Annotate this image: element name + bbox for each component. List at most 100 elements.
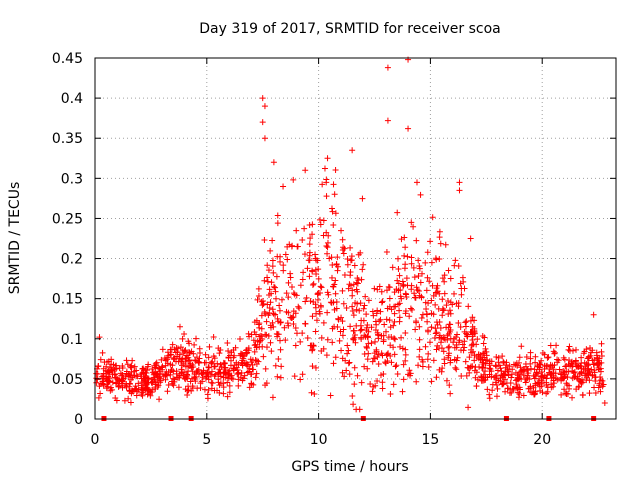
data-point: [515, 394, 522, 401]
data-point: [317, 221, 324, 228]
data-point: [226, 389, 233, 396]
data-point: [551, 350, 558, 357]
data-point: [306, 257, 313, 264]
data-point: [274, 253, 281, 260]
data-point: [591, 384, 598, 391]
data-point: [265, 267, 272, 274]
data-point: [307, 235, 314, 242]
data-point: [112, 380, 119, 387]
data-point: [569, 367, 576, 374]
data-point: [391, 351, 398, 358]
data-point: [599, 383, 606, 390]
data-point: [229, 376, 236, 383]
data-point: [164, 354, 171, 361]
data-point: [329, 208, 336, 215]
data-point: [415, 287, 422, 294]
data-point: [264, 278, 271, 285]
data-point: [238, 359, 245, 366]
data-point: [513, 381, 520, 388]
data-point: [596, 355, 603, 362]
data-point: [508, 374, 515, 381]
data-point: [313, 317, 320, 324]
data-point: [290, 321, 297, 328]
data-point: [274, 373, 281, 380]
data-point: [479, 365, 486, 372]
data-point: [569, 394, 576, 401]
data-point: [339, 318, 346, 325]
data-point: [258, 298, 265, 305]
data-point: [592, 374, 599, 381]
data-point: [332, 290, 339, 297]
data-point: [446, 382, 453, 389]
data-point: [562, 363, 569, 370]
data-point: [588, 366, 595, 373]
data-point: [205, 364, 212, 371]
data-point: [351, 381, 358, 388]
data-point: [297, 376, 304, 383]
data-point: [171, 376, 178, 383]
data-point: [409, 306, 416, 313]
data-point: [156, 396, 163, 403]
data-point: [422, 259, 429, 266]
data-point: [347, 244, 354, 251]
data-point: [396, 307, 403, 314]
data-point: [216, 350, 223, 357]
data-point: [516, 371, 523, 378]
data-point: [484, 374, 491, 381]
data-point: [221, 365, 228, 372]
data-point: [333, 298, 340, 305]
data-point: [316, 310, 323, 317]
data-point: [343, 367, 350, 374]
data-point: [535, 381, 542, 388]
data-point: [261, 135, 268, 142]
data-point: [263, 344, 270, 351]
data-point: [426, 278, 433, 285]
data-point: [340, 250, 347, 257]
data-point: [95, 362, 102, 369]
data-point: [287, 314, 294, 321]
data-point: [176, 374, 183, 381]
data-point: [433, 329, 440, 336]
data-point: [452, 334, 459, 341]
data-point: [408, 260, 415, 267]
data-point: [179, 335, 186, 342]
data-point: [210, 353, 217, 360]
data-point: [445, 297, 452, 304]
data-point: [432, 325, 439, 332]
data-point: [246, 365, 253, 372]
data-point: [539, 372, 546, 379]
data-point: [316, 290, 323, 297]
data-point: [181, 375, 188, 382]
data-point: [327, 392, 334, 399]
data-point: [341, 373, 348, 380]
data-point: [576, 383, 583, 390]
data-point: [481, 334, 488, 341]
data-point: [479, 359, 486, 366]
data-point: [301, 225, 308, 232]
data-point: [255, 285, 262, 292]
data-point: [527, 365, 534, 372]
data-point: [265, 332, 272, 339]
data-point: [386, 317, 393, 324]
data-point: [402, 244, 409, 251]
data-point: [97, 356, 104, 363]
data-point: [358, 326, 365, 333]
data-point: [402, 308, 409, 315]
data-point: [290, 176, 297, 183]
y-tick-label: 0.4: [61, 91, 83, 107]
data-point: [306, 221, 313, 228]
data-point: [445, 324, 452, 331]
data-point: [435, 305, 442, 312]
data-point: [236, 335, 243, 342]
data-point: [215, 345, 222, 352]
data-point: [581, 372, 588, 379]
data-point: [296, 305, 303, 312]
data-point: [531, 391, 538, 398]
data-point: [323, 352, 330, 359]
data-point: [205, 376, 212, 383]
data-point: [454, 331, 461, 338]
data-point: [398, 236, 405, 243]
data-point: [438, 345, 445, 352]
data-point: [434, 282, 441, 289]
data-point: [238, 370, 245, 377]
